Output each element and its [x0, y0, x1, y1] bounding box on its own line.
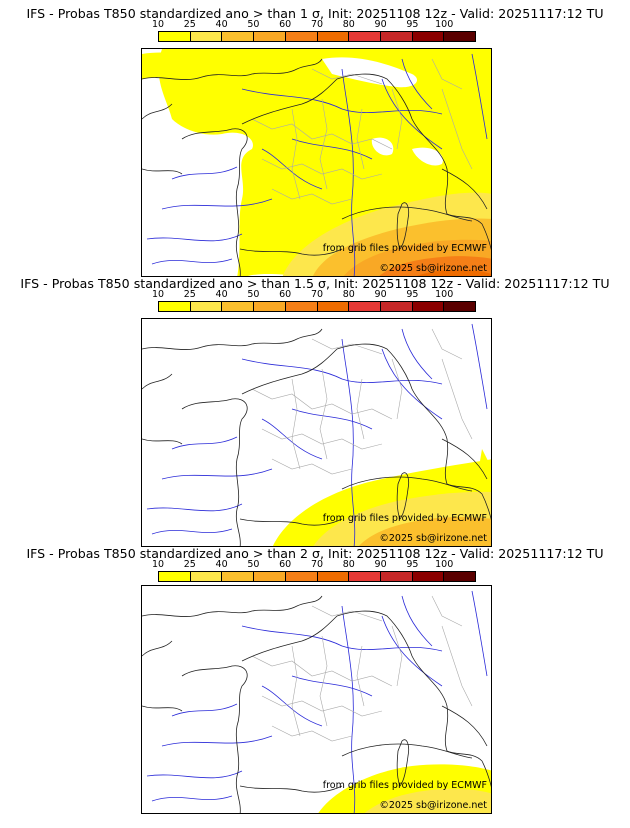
colorbar-tick-label: 60: [279, 559, 292, 570]
colorbar: [158, 301, 476, 312]
colorbar-tick-label: 95: [406, 559, 419, 570]
colorbar-swatch: [254, 572, 286, 581]
colorbar-tick-label: 50: [247, 19, 260, 30]
colorbar-swatch: [285, 32, 318, 41]
copyright: ©2025 sb@irizone.net: [379, 263, 487, 274]
colorbar-swatch: [190, 32, 223, 41]
colorbar-swatch: [317, 302, 350, 311]
source-credit: from grib files provided by ECMWF: [322, 243, 487, 254]
colorbar-tick-label: 90: [374, 19, 387, 30]
colorbar-swatch: [317, 32, 350, 41]
colorbar-tick-label: 90: [374, 559, 387, 570]
colorbar-swatch: [444, 572, 476, 581]
colorbar-swatch: [254, 302, 286, 311]
colorbar-swatch: [349, 32, 381, 41]
colorbar-swatch: [159, 302, 191, 311]
colorbar: [158, 31, 476, 42]
colorbar-swatch: [190, 302, 223, 311]
colorbar-swatch: [285, 302, 318, 311]
probability-map: from grib files provided by ECMWF ©2025 …: [141, 585, 492, 814]
panel-title: IFS - Probas T850 standardized ano > tha…: [20, 276, 610, 291]
colorbar-tick-label: 10: [151, 289, 165, 300]
colorbar-tick-label: 95: [406, 19, 419, 30]
colorbar: [158, 571, 476, 582]
colorbar-tick-label: 10: [151, 19, 165, 30]
colorbar-tick-label: 100: [435, 289, 454, 300]
colorbar-tick-label: 40: [215, 289, 228, 300]
colorbar-tick-label: 60: [279, 19, 292, 30]
colorbar-tick-label: 25: [183, 559, 196, 570]
colorbar-tick-label: 10: [151, 559, 165, 570]
colorbar-swatch: [349, 302, 381, 311]
colorbar-tick-label: 25: [183, 289, 196, 300]
colorbar-swatch: [285, 572, 318, 581]
colorbar-tick-label: 95: [406, 289, 419, 300]
colorbar-swatch: [190, 572, 223, 581]
panel-title: IFS - Probas T850 standardized ano > tha…: [26, 546, 604, 561]
colorbar-swatch: [380, 302, 413, 311]
colorbar-tick-label: 40: [215, 19, 228, 30]
forecast-panel-1: IFS - Probas T850 standardized ano > tha…: [0, 6, 630, 277]
probability-map: from grib files provided by ECMWF ©2025 …: [141, 318, 492, 547]
colorbar-tick-label: 100: [435, 19, 454, 30]
colorbar-swatch: [412, 32, 445, 41]
copyright: ©2025 sb@irizone.net: [379, 800, 487, 811]
colorbar-swatch: [317, 572, 350, 581]
panel-title: IFS - Probas T850 standardized ano > tha…: [26, 6, 604, 21]
colorbar-swatch: [380, 572, 413, 581]
probability-map: from grib files provided by ECMWF ©2025 …: [141, 48, 492, 277]
forecast-panel-2: IFS - Probas T850 standardized ano > tha…: [0, 276, 630, 547]
colorbar-tick-label: 50: [247, 289, 260, 300]
colorbar-swatch: [159, 572, 191, 581]
colorbar-tick-label: 70: [310, 289, 324, 300]
colorbar-swatch: [222, 302, 255, 311]
colorbar-tick-label: 25: [183, 19, 196, 30]
source-credit: from grib files provided by ECMWF: [322, 780, 487, 791]
colorbar-swatch: [380, 32, 413, 41]
colorbar-tick-label: 80: [342, 559, 355, 570]
colorbar-tick-label: 70: [310, 19, 324, 30]
source-credit: from grib files provided by ECMWF: [322, 513, 487, 524]
colorbar-tick-label: 80: [342, 19, 355, 30]
colorbar-tick-label: 70: [310, 559, 324, 570]
colorbar-tick-label: 100: [435, 559, 454, 570]
colorbar-swatch: [412, 572, 445, 581]
forecast-panel-3: IFS - Probas T850 standardized ano > tha…: [0, 546, 630, 816]
colorbar-swatch: [222, 32, 255, 41]
colorbar-tick-label: 50: [247, 559, 260, 570]
colorbar-tick-label: 90: [374, 289, 387, 300]
colorbar-tick-label: 60: [279, 289, 292, 300]
colorbar-swatch: [349, 572, 381, 581]
colorbar-swatch: [222, 572, 255, 581]
colorbar-swatch: [444, 32, 476, 41]
colorbar-swatch: [159, 32, 191, 41]
colorbar-tick-label: 40: [215, 559, 228, 570]
copyright: ©2025 sb@irizone.net: [379, 533, 487, 544]
colorbar-tick-label: 80: [342, 289, 355, 300]
colorbar-swatch: [444, 302, 476, 311]
colorbar-swatch: [412, 302, 445, 311]
colorbar-swatch: [254, 32, 286, 41]
